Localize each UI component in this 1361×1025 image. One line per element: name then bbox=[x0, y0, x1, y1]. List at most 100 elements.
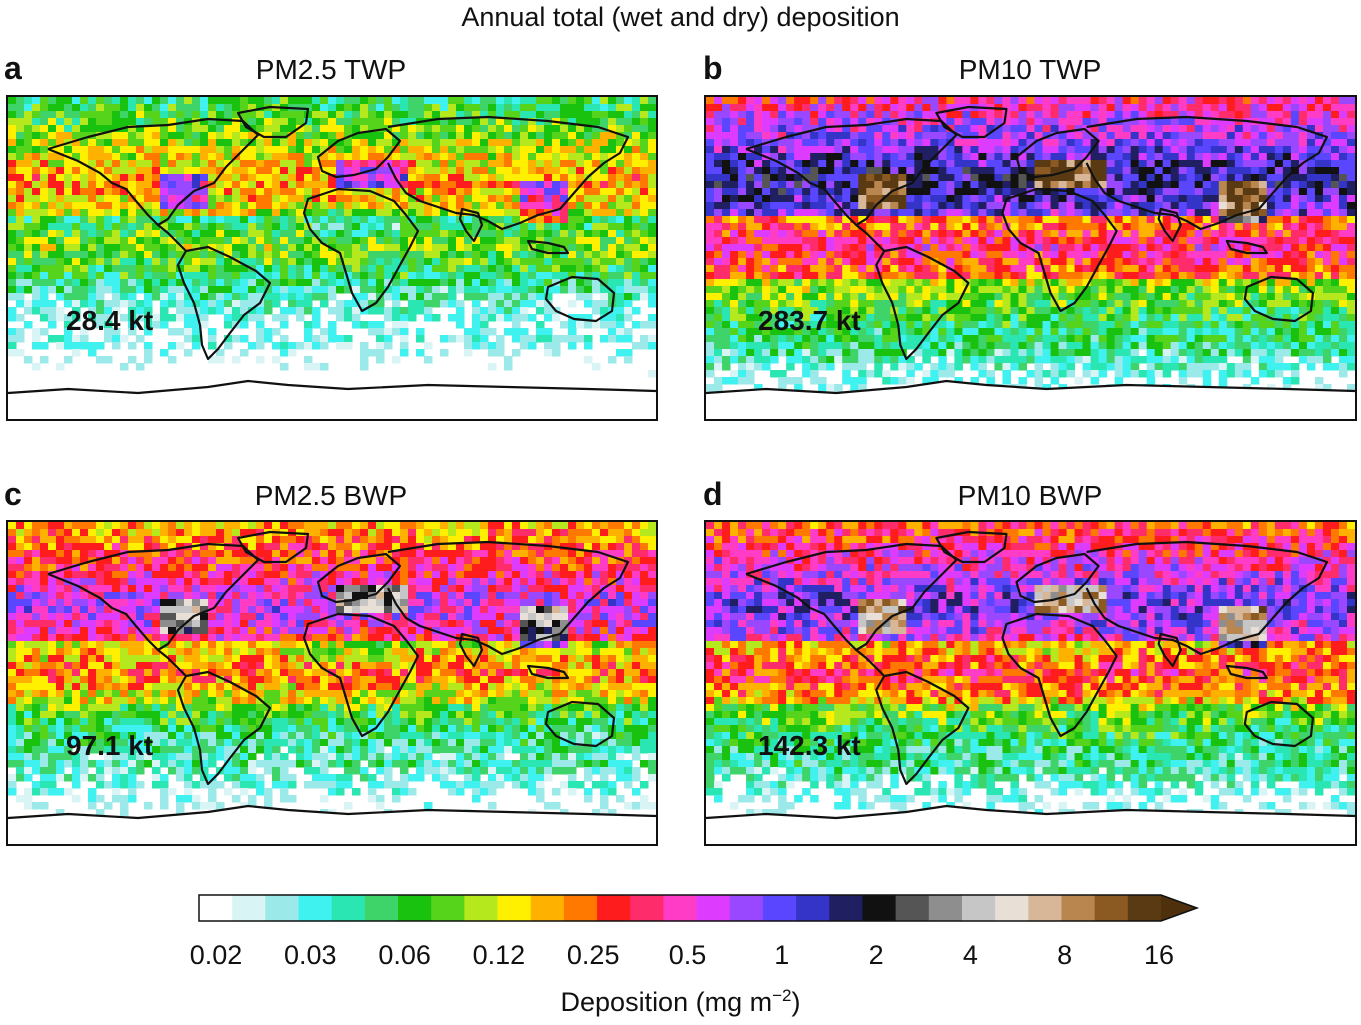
deposition-cell bbox=[1090, 216, 1100, 224]
coastline bbox=[458, 207, 484, 243]
deposition-cell bbox=[296, 286, 305, 294]
deposition-cell bbox=[770, 251, 779, 259]
deposition-cell bbox=[882, 272, 891, 280]
deposition-cell bbox=[632, 174, 641, 182]
deposition-cell bbox=[208, 153, 217, 161]
deposition-cell bbox=[56, 237, 65, 245]
deposition-cell bbox=[842, 209, 851, 217]
deposition-cell bbox=[464, 209, 473, 217]
deposition-cell bbox=[1274, 265, 1284, 273]
deposition-cell bbox=[568, 188, 577, 196]
deposition-cell bbox=[834, 111, 843, 119]
deposition-cell bbox=[1130, 237, 1140, 245]
deposition-cell bbox=[568, 237, 577, 245]
deposition-cell bbox=[738, 251, 747, 259]
deposition-cell bbox=[232, 209, 241, 217]
deposition-cell bbox=[1106, 139, 1116, 147]
deposition-cell bbox=[1194, 237, 1204, 245]
deposition-cell bbox=[200, 314, 209, 322]
deposition-cell bbox=[368, 181, 377, 189]
deposition-cell bbox=[168, 314, 177, 322]
deposition-cell bbox=[336, 307, 345, 315]
deposition-cell bbox=[496, 251, 505, 259]
deposition-cell bbox=[128, 202, 137, 210]
deposition-cell bbox=[352, 181, 361, 189]
deposition-cell bbox=[1018, 104, 1027, 112]
deposition-cell bbox=[1074, 195, 1084, 203]
deposition-cell bbox=[96, 97, 105, 105]
deposition-cell bbox=[648, 104, 656, 112]
deposition-cell bbox=[770, 188, 779, 196]
deposition-cell bbox=[1314, 279, 1324, 287]
deposition-cell bbox=[152, 132, 161, 140]
deposition-cell bbox=[1130, 111, 1140, 119]
deposition-cell bbox=[1010, 139, 1019, 147]
deposition-cell bbox=[160, 223, 169, 231]
deposition-cell bbox=[448, 174, 457, 182]
deposition-cell bbox=[80, 216, 89, 224]
deposition-cell bbox=[818, 174, 827, 182]
deposition-cell bbox=[184, 279, 193, 287]
deposition-cell bbox=[416, 209, 425, 217]
deposition-cell bbox=[208, 188, 217, 196]
deposition-cell bbox=[1050, 97, 1060, 105]
deposition-cell bbox=[488, 174, 497, 182]
deposition-cell bbox=[584, 293, 593, 301]
deposition-cell bbox=[874, 286, 883, 294]
deposition-cell bbox=[1298, 237, 1308, 245]
deposition-cell bbox=[136, 97, 145, 105]
deposition-cell bbox=[480, 132, 489, 140]
deposition-cell bbox=[1210, 104, 1220, 112]
deposition-cell bbox=[1266, 279, 1276, 287]
deposition-cell bbox=[336, 146, 345, 154]
deposition-cell bbox=[128, 244, 137, 252]
deposition-cell bbox=[552, 195, 561, 203]
deposition-cell bbox=[360, 181, 369, 189]
deposition-cell bbox=[1130, 104, 1140, 112]
deposition-cell bbox=[232, 97, 241, 105]
deposition-cell bbox=[448, 293, 457, 301]
deposition-cell bbox=[320, 230, 329, 238]
deposition-cell bbox=[192, 251, 201, 259]
deposition-cell bbox=[536, 265, 545, 273]
deposition-cell bbox=[152, 230, 161, 238]
deposition-cell bbox=[592, 195, 601, 203]
deposition-cell bbox=[1322, 272, 1332, 280]
deposition-cell bbox=[536, 300, 545, 308]
deposition-cell bbox=[754, 153, 763, 161]
deposition-cell bbox=[184, 97, 193, 105]
deposition-cell bbox=[890, 195, 899, 203]
deposition-cell bbox=[512, 272, 521, 280]
deposition-cell bbox=[64, 258, 73, 266]
deposition-cell bbox=[794, 265, 803, 273]
deposition-cell bbox=[560, 146, 569, 154]
deposition-cell bbox=[24, 279, 33, 287]
deposition-cell bbox=[456, 104, 465, 112]
deposition-cell bbox=[144, 160, 153, 168]
deposition-cell bbox=[858, 286, 867, 294]
deposition-cell bbox=[1034, 118, 1044, 126]
deposition-cell bbox=[1266, 160, 1276, 168]
deposition-cell bbox=[624, 146, 633, 154]
deposition-cell bbox=[810, 209, 819, 217]
deposition-cell bbox=[568, 181, 577, 189]
deposition-cell bbox=[192, 139, 201, 147]
deposition-cell bbox=[810, 202, 819, 210]
deposition-cell bbox=[938, 174, 947, 182]
deposition-cell bbox=[746, 125, 755, 133]
deposition-cell bbox=[1162, 146, 1172, 154]
deposition-cell bbox=[192, 342, 201, 350]
deposition-cell bbox=[288, 111, 297, 119]
deposition-cell bbox=[1074, 244, 1084, 252]
deposition-cell bbox=[1306, 160, 1316, 168]
deposition-cell bbox=[1066, 118, 1076, 126]
deposition-cell bbox=[1282, 251, 1292, 259]
deposition-cell bbox=[1266, 146, 1276, 154]
deposition-cell bbox=[416, 293, 425, 301]
deposition-cell bbox=[754, 181, 763, 189]
deposition-cell bbox=[1202, 118, 1212, 126]
deposition-cell bbox=[552, 202, 561, 210]
deposition-cell bbox=[1138, 244, 1148, 252]
deposition-cell bbox=[560, 279, 569, 287]
deposition-cell bbox=[1090, 118, 1100, 126]
